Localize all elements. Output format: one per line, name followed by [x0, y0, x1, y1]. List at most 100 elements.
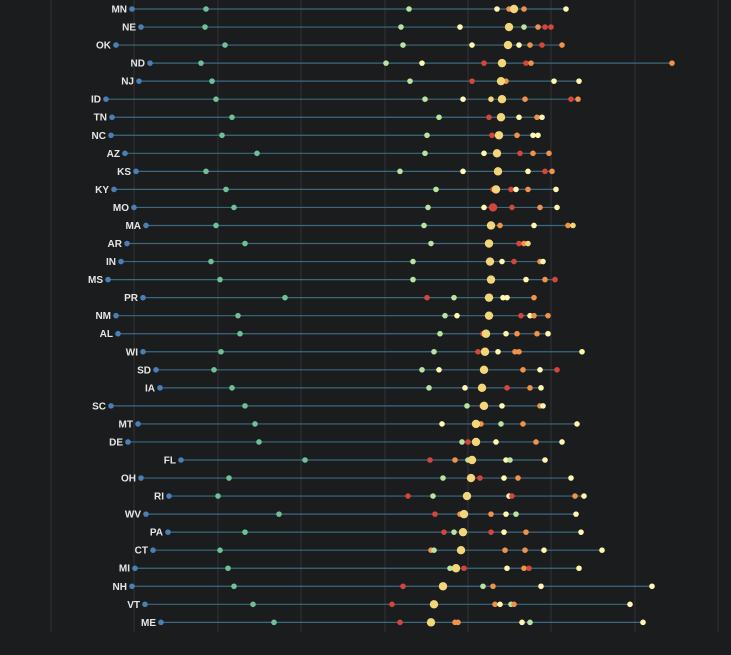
- data-point-start: [113, 312, 119, 319]
- data-point-yellow: [462, 491, 472, 501]
- data-point-yellow: [451, 564, 461, 573]
- data-point-start: [158, 619, 164, 626]
- data-point-light-green: [400, 42, 406, 48]
- data-point-light-green: [422, 96, 428, 102]
- data-point-light-green: [464, 403, 470, 409]
- data-point-red: [488, 203, 498, 212]
- data-point-cream: [497, 601, 503, 608]
- data-point-light-green: [421, 222, 427, 229]
- data-point-light-green: [459, 439, 465, 445]
- data-point-orange: [535, 24, 541, 30]
- data-point-cream: [627, 601, 633, 608]
- state-row-me: ME: [141, 618, 646, 629]
- data-point-start: [138, 24, 144, 30]
- state-label: WI: [126, 347, 138, 358]
- data-point-teal: [254, 150, 260, 157]
- state-label: AR: [108, 239, 123, 250]
- data-point-orange: [525, 186, 531, 193]
- data-point-light-green: [451, 294, 457, 301]
- data-point-orange: [523, 529, 529, 535]
- data-point-light-green: [437, 330, 443, 337]
- data-point-yellow: [496, 113, 506, 122]
- data-point-cream: [525, 168, 531, 175]
- data-point-light-green: [426, 385, 432, 391]
- data-point-orange: [512, 348, 518, 355]
- data-point-red: [489, 132, 495, 139]
- data-point-cream: [457, 24, 463, 30]
- data-point-cream: [551, 78, 557, 84]
- data-point-cream: [640, 619, 646, 626]
- data-point-teal: [208, 258, 214, 265]
- data-point-cream: [563, 6, 569, 12]
- data-point-red: [554, 367, 560, 373]
- data-point-cream: [513, 186, 519, 193]
- data-point-cream: [581, 493, 587, 499]
- data-point-start: [147, 60, 153, 66]
- state-label: TN: [94, 113, 107, 124]
- data-point-teal: [198, 60, 204, 66]
- data-point-orange: [522, 547, 528, 553]
- data-point-yellow: [480, 347, 490, 356]
- data-point-yellow: [466, 473, 476, 483]
- state-row-pa: PA: [150, 528, 584, 539]
- data-point-yellow: [479, 365, 489, 374]
- data-point-start: [108, 403, 114, 409]
- state-label: IA: [145, 383, 155, 394]
- data-point-light-green: [527, 619, 533, 626]
- state-label: KS: [117, 167, 131, 178]
- data-point-start: [103, 96, 109, 102]
- state-label: MA: [125, 221, 141, 232]
- data-point-orange: [565, 222, 571, 229]
- data-point-yellow: [493, 167, 503, 176]
- state-row-nh: NH: [113, 582, 655, 593]
- data-point-yellow: [486, 221, 496, 230]
- data-point-orange: [520, 367, 526, 373]
- data-point-cream: [501, 529, 507, 535]
- state-row-mt: MT: [119, 419, 580, 430]
- data-point-start: [131, 204, 137, 211]
- data-point-start: [111, 186, 117, 193]
- data-point-light-green: [498, 421, 504, 427]
- state-label: NC: [92, 131, 106, 142]
- state-row-az: AZ: [107, 149, 552, 160]
- state-label: MO: [113, 203, 129, 214]
- state-label: MN: [111, 5, 127, 16]
- state-row-wi: WI: [126, 347, 585, 358]
- data-point-red: [511, 258, 517, 265]
- data-point-yellow: [477, 383, 487, 393]
- data-point-start: [143, 222, 149, 229]
- state-label: ME: [141, 618, 156, 629]
- data-point-cream: [460, 168, 466, 175]
- data-point-light-green: [521, 24, 527, 30]
- data-point-cream: [462, 385, 468, 391]
- data-point-yellow: [491, 185, 501, 194]
- data-point-cream: [574, 421, 580, 427]
- data-point-teal: [250, 601, 256, 608]
- data-point-yellow: [429, 600, 439, 609]
- data-point-light-green: [430, 493, 436, 499]
- state-label: VT: [127, 600, 140, 611]
- data-point-red: [509, 204, 515, 211]
- data-point-yellow: [496, 76, 506, 86]
- state-label: NJ: [121, 77, 134, 88]
- data-point-orange: [572, 493, 578, 499]
- data-point-cream: [554, 204, 560, 211]
- state-label: FL: [164, 456, 176, 467]
- data-point-cream: [539, 114, 545, 121]
- data-point-orange: [502, 547, 508, 553]
- data-point-light-green: [431, 547, 437, 553]
- data-point-orange: [542, 276, 548, 283]
- data-point-teal: [225, 565, 231, 572]
- data-point-red: [389, 601, 395, 608]
- data-point-teal: [215, 493, 221, 499]
- data-point-orange: [492, 601, 498, 608]
- data-point-teal: [211, 367, 217, 373]
- data-point-light-green: [428, 240, 434, 247]
- data-point-yellow: [492, 149, 502, 158]
- data-point-start: [136, 78, 142, 84]
- data-point-orange: [669, 60, 675, 66]
- data-point-light-green: [442, 312, 448, 319]
- state-row-nc: NC: [92, 131, 541, 142]
- data-point-cream: [503, 511, 509, 517]
